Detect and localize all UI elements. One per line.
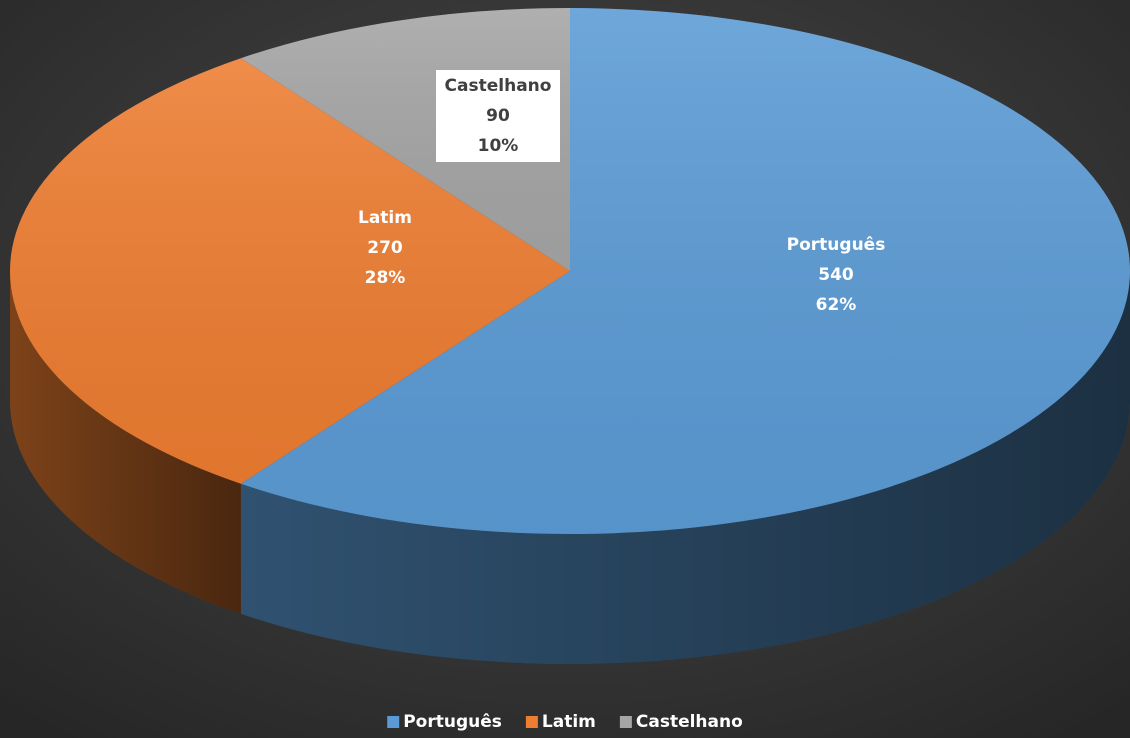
data-label-name: Latim	[358, 208, 412, 228]
data-label-value: 540	[818, 265, 854, 285]
label-box	[436, 70, 560, 162]
data-label-percent: 28%	[365, 268, 406, 288]
slice-side-shade	[10, 271, 241, 614]
data-label-value: 90	[486, 106, 510, 126]
legend-swatch	[387, 716, 400, 728]
slice-shine	[240, 8, 1130, 534]
data-label-percent: 10%	[478, 136, 519, 156]
data-label-percent: 62%	[816, 295, 857, 315]
data-label-name: Castelhano	[445, 76, 552, 96]
slice-side-shade	[240, 271, 1130, 664]
data-label-value: 270	[367, 238, 403, 258]
legend-label: Latim	[542, 712, 596, 732]
legend: Português Latim Castelhano	[387, 712, 743, 732]
legend-label: Português	[403, 712, 502, 732]
legend-label: Castelhano	[636, 712, 743, 732]
legend-swatch	[619, 716, 632, 728]
legend-swatch	[525, 716, 538, 728]
slice-shine	[9, 58, 570, 484]
data-label-name: Português	[787, 235, 886, 255]
